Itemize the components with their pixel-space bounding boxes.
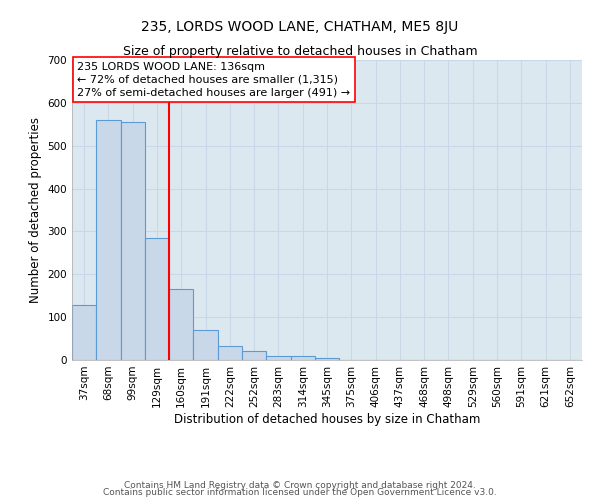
Text: Contains public sector information licensed under the Open Government Licence v3: Contains public sector information licen… xyxy=(103,488,497,497)
Bar xyxy=(218,346,242,360)
Text: 235 LORDS WOOD LANE: 136sqm
← 72% of detached houses are smaller (1,315)
27% of : 235 LORDS WOOD LANE: 136sqm ← 72% of det… xyxy=(77,62,350,98)
X-axis label: Distribution of detached houses by size in Chatham: Distribution of detached houses by size … xyxy=(174,412,480,426)
Text: 235, LORDS WOOD LANE, CHATHAM, ME5 8JU: 235, LORDS WOOD LANE, CHATHAM, ME5 8JU xyxy=(142,20,458,34)
Text: Size of property relative to detached houses in Chatham: Size of property relative to detached ho… xyxy=(122,45,478,58)
Bar xyxy=(315,358,339,360)
Bar xyxy=(193,330,218,360)
Bar xyxy=(96,120,121,360)
Bar xyxy=(266,356,290,360)
Bar xyxy=(290,356,315,360)
Text: Contains HM Land Registry data © Crown copyright and database right 2024.: Contains HM Land Registry data © Crown c… xyxy=(124,480,476,490)
Bar xyxy=(169,290,193,360)
Bar xyxy=(145,238,169,360)
Y-axis label: Number of detached properties: Number of detached properties xyxy=(29,117,42,303)
Bar xyxy=(72,305,96,360)
Bar xyxy=(242,352,266,360)
Bar xyxy=(121,122,145,360)
